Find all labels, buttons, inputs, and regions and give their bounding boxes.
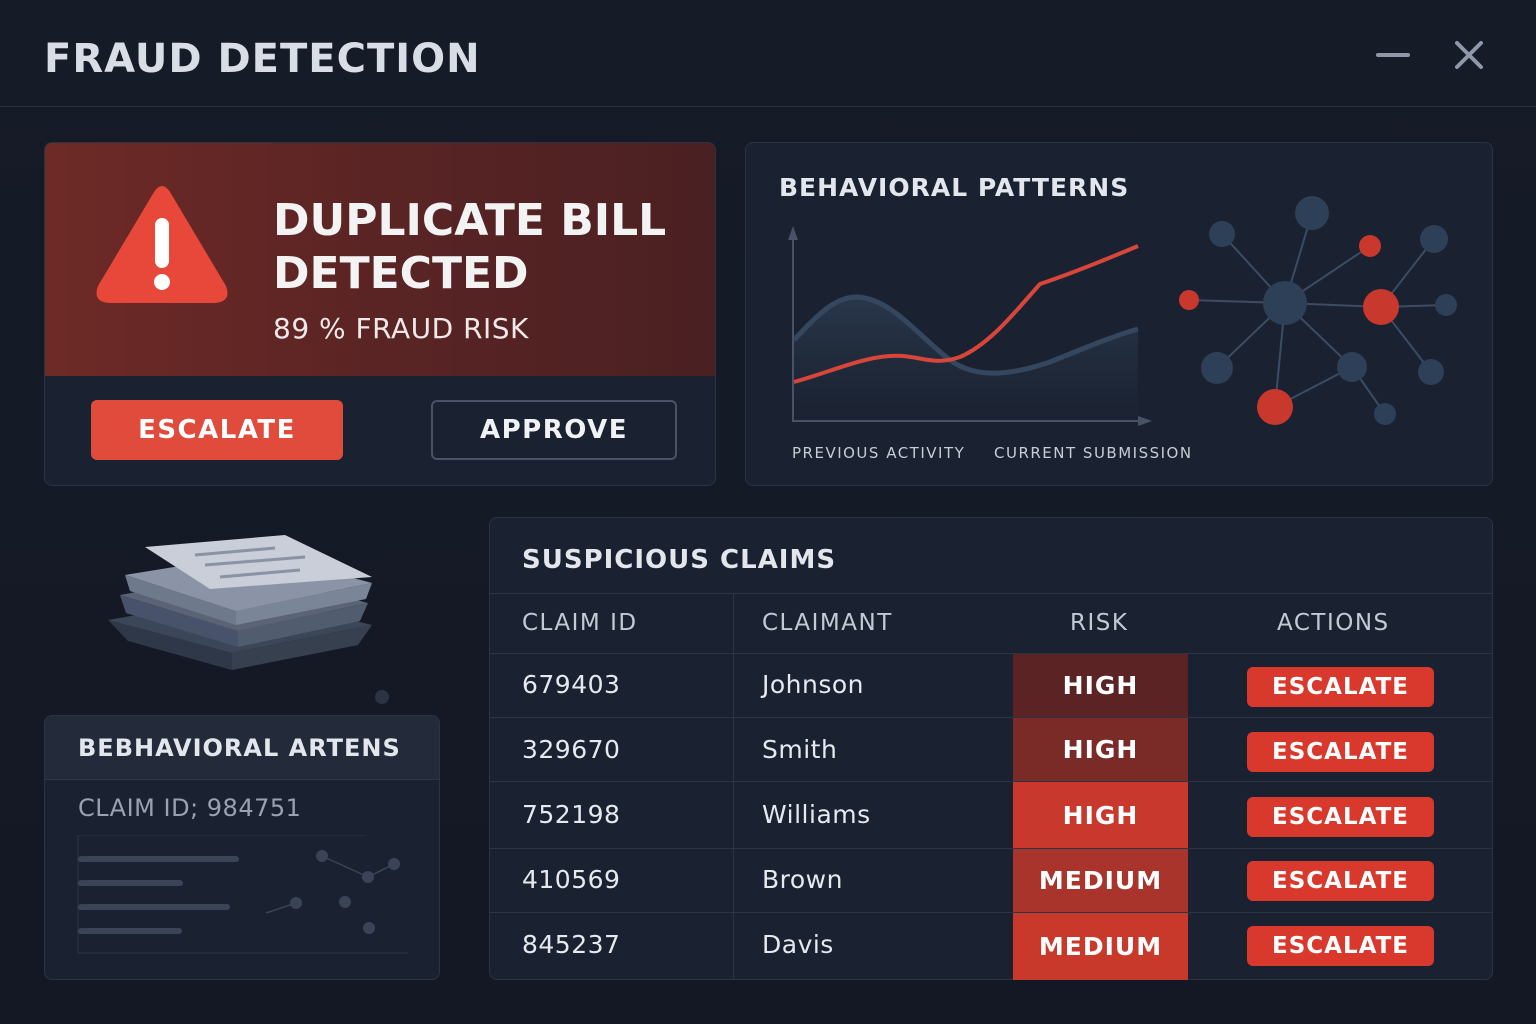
- claim-id-cell: 679403: [522, 670, 621, 699]
- legend-current-submission: CURRENT SUBMISSION: [994, 444, 1193, 462]
- escalate-button[interactable]: ESCALATE: [91, 400, 343, 460]
- claim-id-cell: 410569: [522, 865, 621, 894]
- claim-id-cell: 845237: [522, 930, 621, 959]
- claim-id-cell: 752198: [522, 800, 621, 829]
- behavioral-patterns-title: BEHAVIORAL PATTERNS: [779, 173, 1130, 202]
- column-divider: [733, 594, 734, 980]
- claimant-cell: Johnson: [762, 670, 865, 699]
- approve-button[interactable]: APPROVE: [431, 400, 677, 460]
- risk-badge: HIGH: [1013, 654, 1188, 717]
- claimant-cell: Williams: [762, 800, 871, 829]
- behavioral-network-graph: [1170, 190, 1470, 444]
- risk-badge: HIGH: [1013, 718, 1188, 781]
- table-divider: [490, 781, 1492, 782]
- row-escalate-button[interactable]: ESCALATE: [1247, 667, 1434, 707]
- risk-badge: MEDIUM: [1013, 913, 1188, 980]
- row-escalate-button[interactable]: ESCALATE: [1247, 732, 1434, 772]
- column-header-claim-id: CLAIM ID: [522, 610, 638, 636]
- column-header-claimant: CLAIMANT: [762, 610, 893, 636]
- alert-title-line2: DETECTED: [273, 248, 529, 299]
- mini-card-header: [45, 716, 439, 780]
- claimant-cell: Brown: [762, 865, 843, 894]
- suspicious-claims-title: SUSPICIOUS CLAIMS: [522, 545, 837, 575]
- mini-card-graphic: [76, 834, 411, 959]
- claimant-cell: Smith: [762, 735, 838, 764]
- legend-previous-activity: PREVIOUS ACTIVITY: [792, 444, 966, 462]
- risk-badge: MEDIUM: [1013, 849, 1188, 912]
- warning-triangle-icon: [92, 182, 232, 311]
- table-divider: [490, 653, 1492, 654]
- row-escalate-button[interactable]: ESCALATE: [1247, 926, 1434, 966]
- mini-patterns-card: [44, 715, 440, 980]
- claim-id-cell: 329670: [522, 735, 621, 764]
- row-escalate-button[interactable]: ESCALATE: [1247, 861, 1434, 901]
- close-icon[interactable]: [1450, 36, 1488, 74]
- minimize-icon[interactable]: [1374, 46, 1412, 66]
- behavioral-line-chart: [780, 222, 1160, 441]
- alert-title-line1: DUPLICATE BILL: [273, 195, 667, 246]
- table-divider: [490, 848, 1492, 849]
- fraud-risk-text: 89 % FRAUD RISK: [273, 312, 529, 345]
- title-bar: FRAUD DETECTION: [0, 0, 1536, 107]
- claimant-cell: Davis: [762, 930, 834, 959]
- alert-title: DUPLICATE BILL DETECTED: [273, 194, 693, 300]
- current-submission-line: [793, 244, 1139, 384]
- app-title: FRAUD DETECTION: [44, 36, 481, 82]
- mini-card-title: BEBHAVIORAL ARTENS: [78, 734, 401, 762]
- document-stack-icon: [100, 525, 390, 709]
- row-escalate-button[interactable]: ESCALATE: [1247, 797, 1434, 837]
- mini-card-claim-id: CLAIM ID; 984751: [78, 794, 302, 822]
- table-divider: [490, 593, 1492, 594]
- table-divider: [490, 717, 1492, 718]
- risk-badge: HIGH: [1013, 782, 1188, 848]
- table-divider: [490, 912, 1492, 913]
- column-header-actions: ACTIONS: [1277, 610, 1390, 636]
- column-header-risk: RISK: [1070, 610, 1129, 636]
